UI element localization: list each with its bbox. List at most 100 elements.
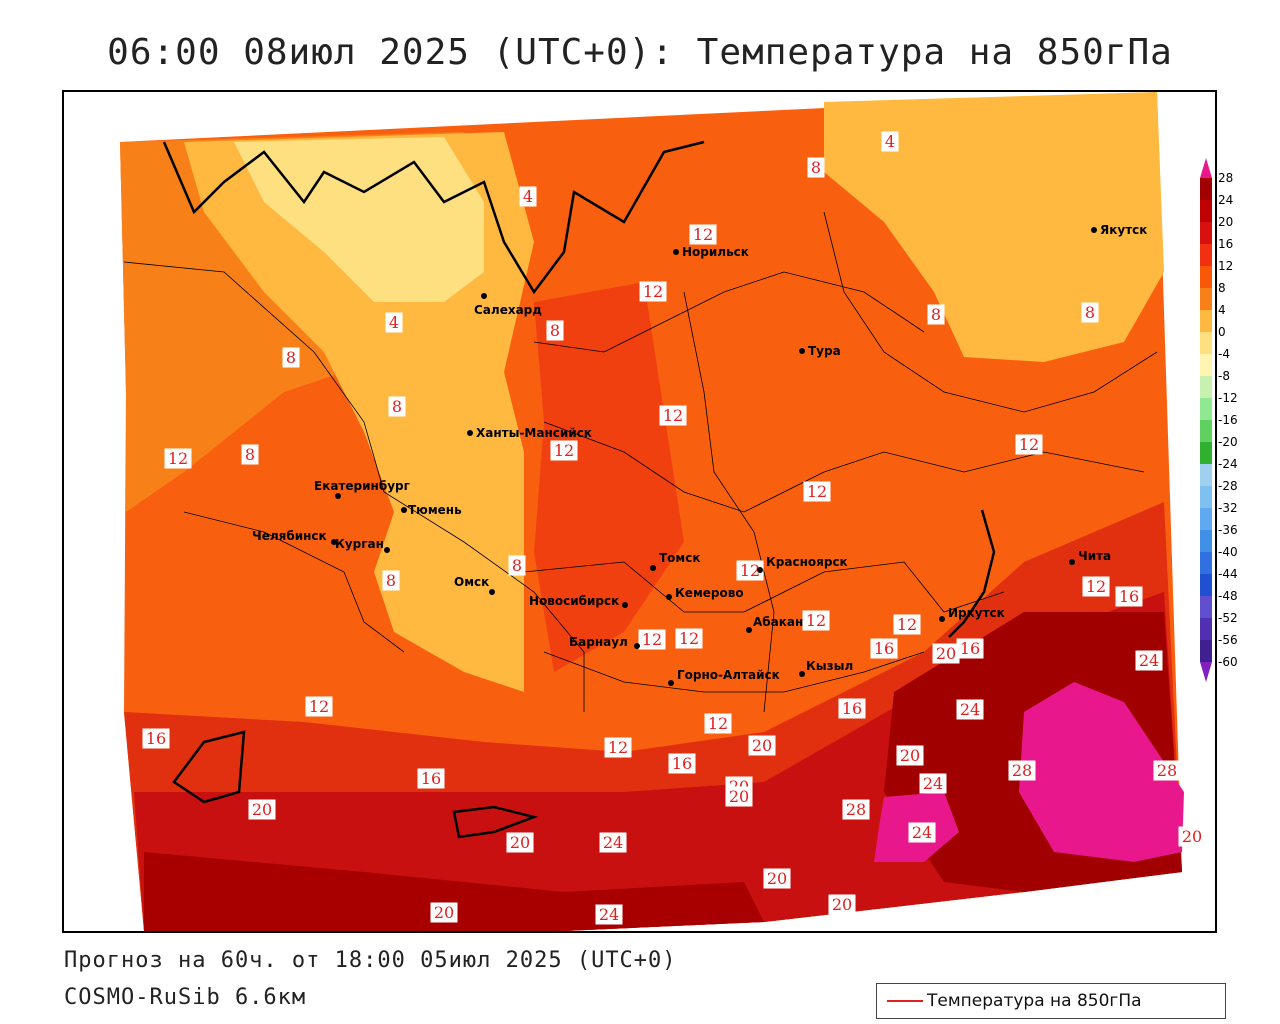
- isotherm-label-bg: [736, 560, 764, 581]
- isotherm-label: 8: [245, 445, 255, 464]
- isotherm-label-bg: [1008, 760, 1036, 781]
- temperature-field-28-mongolia: [1019, 682, 1184, 862]
- city-dot: [668, 680, 674, 686]
- isotherm-label: 28: [1157, 761, 1177, 780]
- isotherm-label: 20: [1182, 827, 1202, 846]
- isotherm-label: 20: [252, 800, 272, 819]
- isotherm-label: 12: [897, 615, 917, 634]
- model-name: COSMO-RuSib 6.6км: [64, 985, 307, 1010]
- isotherm-label-bg: [908, 822, 936, 843]
- isotherm-label: 20: [752, 736, 772, 755]
- city-dot: [666, 594, 672, 600]
- city-dot: [746, 627, 752, 633]
- scale-band: [1200, 200, 1212, 222]
- isotherm-label-bg: [919, 773, 947, 794]
- isotherm-label-bg: [599, 832, 627, 853]
- city-label: Екатеринбург: [314, 479, 410, 493]
- isotherm-label-bg: [927, 304, 945, 325]
- isotherm-label-bg: [519, 186, 537, 207]
- isotherm-label: 8: [811, 158, 821, 177]
- city-label: Тура: [808, 344, 841, 358]
- isotherm-label: 20: [767, 869, 787, 888]
- isotherm-label: 4: [389, 313, 399, 332]
- isotherm-label: 12: [309, 697, 329, 716]
- scale-tick-label: -52: [1218, 611, 1238, 625]
- isotherm-label: 20: [510, 833, 530, 852]
- city-dot: [799, 671, 805, 677]
- caspian-coast: [172, 730, 246, 804]
- isotherm-label: 12: [1086, 577, 1106, 596]
- scale-tick-label: -48: [1218, 589, 1238, 603]
- scale-tick-label: -8: [1218, 369, 1230, 383]
- isotherm-label-bg: [595, 904, 623, 925]
- scale-tick-label: -44: [1218, 567, 1238, 581]
- scale-tick-label: -56: [1218, 633, 1238, 647]
- isotherm-label-bg: [842, 799, 870, 820]
- scale-tick-label: 24: [1218, 193, 1233, 207]
- city-dot: [673, 249, 679, 255]
- isotherm-label: 16: [146, 729, 166, 748]
- aral-coast: [452, 805, 539, 839]
- scale-tick-label: -16: [1218, 413, 1238, 427]
- temperature-field-0-west: [234, 137, 484, 302]
- isotherm-label: 20: [729, 787, 749, 806]
- isotherm-label-bg: [659, 405, 687, 426]
- scale-band: [1200, 420, 1212, 442]
- scale-tick-label: 20: [1218, 215, 1233, 229]
- city-label: Иркутск: [948, 606, 1005, 620]
- city-label: Салехард: [474, 303, 542, 317]
- city-label: Якутск: [1100, 223, 1147, 237]
- city-label: Кемерово: [675, 586, 744, 600]
- scale-band: [1200, 618, 1212, 640]
- isotherm-label-bg: [506, 832, 534, 853]
- isotherm-label: 24: [603, 833, 623, 852]
- isotherm-label-bg: [748, 735, 776, 756]
- isotherm-label-bg: [382, 570, 400, 591]
- isotherm-label: 12: [608, 738, 628, 757]
- isotherm-label-bg: [388, 396, 406, 417]
- scale-band: [1200, 288, 1212, 310]
- scale-band: [1200, 574, 1212, 596]
- isotherm-label-bg: [803, 481, 831, 502]
- isotherm-label-bg: [689, 224, 717, 245]
- city-dot: [481, 293, 487, 299]
- scale-tick-label: -20: [1218, 435, 1238, 449]
- isotherm-label: 24: [912, 823, 932, 842]
- isotherm-label-bg: [802, 610, 830, 631]
- isotherm-label: 12: [708, 714, 728, 733]
- scale-band: [1200, 530, 1212, 552]
- isotherm-label-bg: [417, 768, 445, 789]
- isotherm-label: 8: [931, 305, 941, 324]
- isotherm-label-bg: [282, 347, 300, 368]
- isotherm-label: 12: [740, 561, 760, 580]
- isotherm-label-bg: [956, 699, 984, 720]
- scale-tick-label: 16: [1218, 237, 1233, 251]
- isotherm-label: 12: [806, 611, 826, 630]
- scale-band: [1200, 310, 1212, 332]
- isotherm-label: 4: [885, 132, 895, 151]
- lake-baikal: [948, 509, 996, 638]
- isotherm-label-bg: [704, 713, 732, 734]
- scale-band: [1200, 640, 1212, 662]
- scale-band: [1200, 486, 1212, 508]
- isotherm-label-bg: [142, 728, 170, 749]
- city-dot: [1091, 227, 1097, 233]
- scale-band: [1200, 508, 1212, 530]
- scale-band: [1200, 398, 1212, 420]
- city-dot: [331, 539, 337, 545]
- isotherm-label-bg: [956, 638, 984, 659]
- isotherm-label: 12: [1019, 435, 1039, 454]
- city-label: Челябинск: [252, 529, 327, 543]
- scale-tick-label: -24: [1218, 457, 1238, 471]
- isotherm-label: 20: [900, 746, 920, 765]
- scale-band: [1200, 376, 1212, 398]
- city-label: Тюмень: [408, 503, 462, 517]
- isotherm-label: 8: [386, 571, 396, 590]
- region-borders: [123, 211, 1158, 713]
- isotherm-label-bg: [508, 555, 526, 576]
- scale-band: [1200, 354, 1212, 376]
- temperature-map[interactable]: 4 4 4 8 8 12 12 8 8 8 12 12 12 12 12 8 8 12 12 12 8 8 12 16 16 12…: [62, 90, 1217, 933]
- city-dot: [335, 493, 341, 499]
- isotherm-label: 28: [846, 800, 866, 819]
